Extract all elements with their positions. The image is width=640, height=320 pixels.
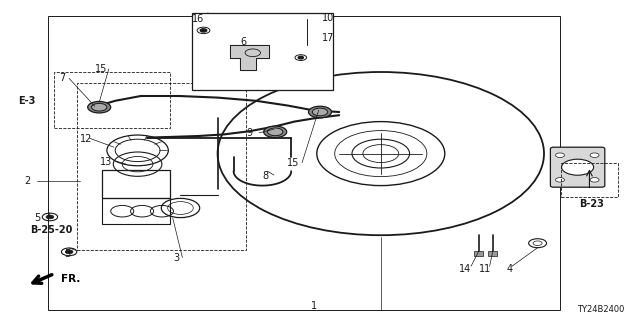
Text: 16: 16: [192, 14, 205, 24]
Bar: [54, 72, 170, 128]
Text: 3: 3: [173, 252, 179, 263]
Circle shape: [268, 128, 283, 136]
Circle shape: [556, 153, 564, 157]
Text: E-3: E-3: [18, 96, 36, 106]
Circle shape: [88, 101, 111, 113]
Circle shape: [590, 178, 599, 182]
Text: 7: 7: [60, 73, 66, 84]
Text: 11: 11: [479, 264, 492, 274]
Text: 1: 1: [310, 300, 317, 311]
Text: TY24B2400: TY24B2400: [577, 305, 624, 314]
Text: 13: 13: [99, 156, 112, 167]
Bar: [77, 83, 246, 250]
Text: 5: 5: [64, 249, 70, 260]
Text: B-25-20: B-25-20: [30, 225, 72, 236]
Circle shape: [264, 126, 287, 138]
Circle shape: [46, 215, 54, 219]
Circle shape: [562, 159, 594, 175]
Text: 12: 12: [80, 134, 93, 144]
Circle shape: [65, 250, 73, 254]
Text: 6: 6: [240, 36, 246, 47]
Bar: [102, 170, 170, 198]
Circle shape: [298, 56, 303, 59]
Bar: [48, 16, 560, 310]
Bar: [474, 251, 483, 256]
Text: 9: 9: [246, 128, 253, 138]
Text: 2: 2: [24, 176, 30, 186]
Text: FR.: FR.: [61, 274, 80, 284]
Text: 17: 17: [322, 33, 335, 44]
Bar: [561, 163, 618, 197]
Text: 5: 5: [34, 212, 40, 223]
Text: 10: 10: [321, 12, 334, 23]
Text: 15: 15: [287, 158, 300, 168]
FancyBboxPatch shape: [550, 147, 605, 187]
Circle shape: [312, 108, 328, 116]
Text: 8: 8: [262, 171, 269, 181]
Bar: [102, 198, 170, 224]
Text: B-23: B-23: [579, 199, 604, 209]
Circle shape: [200, 29, 207, 32]
Polygon shape: [230, 45, 269, 70]
Circle shape: [92, 103, 107, 111]
Bar: [488, 251, 497, 256]
Text: 4: 4: [506, 264, 513, 274]
Text: 14: 14: [458, 264, 471, 274]
Bar: [192, 13, 333, 90]
Circle shape: [556, 178, 564, 182]
Text: 15: 15: [95, 64, 108, 74]
Circle shape: [308, 106, 332, 118]
Circle shape: [590, 153, 599, 157]
